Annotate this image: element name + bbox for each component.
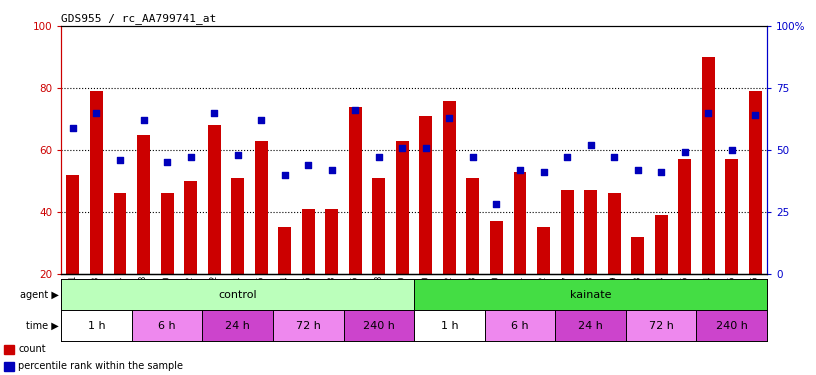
Text: GDS955 / rc_AA799741_at: GDS955 / rc_AA799741_at	[61, 13, 216, 24]
Point	[90, 110, 103, 116]
Point	[113, 157, 126, 163]
Bar	[631, 237, 644, 274]
Bar	[513, 172, 526, 274]
Point	[161, 159, 174, 165]
Point	[584, 142, 597, 148]
Text: control: control	[219, 290, 257, 300]
Point	[207, 110, 220, 116]
Bar	[207, 125, 220, 274]
Text: 6 h: 6 h	[511, 321, 529, 331]
Point	[467, 154, 480, 160]
Point	[372, 154, 385, 160]
Bar	[678, 159, 691, 274]
Bar	[4, 345, 15, 354]
Bar	[608, 194, 621, 274]
Bar	[419, 116, 432, 274]
Bar	[302, 209, 315, 274]
Point	[137, 117, 150, 123]
Point	[443, 115, 456, 121]
Point	[725, 147, 738, 153]
Bar	[749, 91, 762, 274]
Bar	[4, 362, 15, 371]
Bar	[278, 227, 291, 274]
Point	[702, 110, 715, 116]
Point	[184, 154, 197, 160]
Point	[608, 154, 621, 160]
Point	[631, 167, 644, 173]
Text: count: count	[18, 344, 46, 354]
Text: 1 h: 1 h	[87, 321, 105, 331]
Text: 72 h: 72 h	[649, 321, 673, 331]
Point	[490, 201, 503, 207]
Text: 240 h: 240 h	[716, 321, 747, 331]
Text: 240 h: 240 h	[363, 321, 395, 331]
Point	[66, 125, 79, 131]
Point	[654, 169, 667, 175]
Bar	[161, 194, 174, 274]
Point	[302, 162, 315, 168]
Text: kainate: kainate	[570, 290, 611, 300]
Bar	[348, 106, 361, 274]
Text: time ▶: time ▶	[25, 321, 59, 331]
Point	[348, 107, 361, 113]
Bar	[326, 209, 339, 274]
Bar	[443, 100, 456, 274]
Bar	[561, 190, 574, 274]
Bar	[702, 57, 715, 274]
Text: 1 h: 1 h	[441, 321, 459, 331]
Point	[749, 112, 762, 118]
Point	[255, 117, 268, 123]
Text: 24 h: 24 h	[579, 321, 603, 331]
Bar	[537, 227, 550, 274]
Point	[678, 150, 691, 156]
Point	[326, 167, 339, 173]
Text: 72 h: 72 h	[296, 321, 321, 331]
Point	[537, 169, 550, 175]
Text: 6 h: 6 h	[158, 321, 176, 331]
Point	[396, 144, 409, 150]
Bar	[137, 135, 150, 274]
Bar	[467, 178, 480, 274]
Bar	[231, 178, 244, 274]
Text: percentile rank within the sample: percentile rank within the sample	[18, 361, 184, 371]
Bar	[490, 221, 503, 274]
Bar	[372, 178, 385, 274]
Bar	[396, 141, 409, 274]
Point	[419, 144, 432, 150]
Bar	[184, 181, 197, 274]
Bar	[255, 141, 268, 274]
Text: 24 h: 24 h	[225, 321, 250, 331]
Bar	[113, 194, 126, 274]
Bar	[654, 215, 667, 274]
Bar	[90, 91, 103, 274]
Point	[561, 154, 574, 160]
Bar	[66, 175, 79, 274]
Point	[278, 172, 291, 178]
Text: agent ▶: agent ▶	[20, 290, 59, 300]
Bar	[725, 159, 738, 274]
Point	[513, 167, 526, 173]
Point	[231, 152, 244, 158]
Bar	[584, 190, 597, 274]
